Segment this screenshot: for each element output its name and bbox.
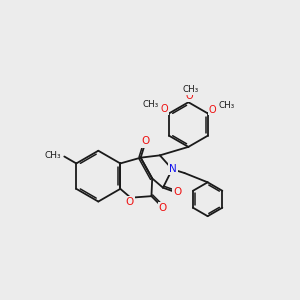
Text: CH₃: CH₃ [45, 151, 61, 160]
Text: O: O [159, 203, 167, 213]
Text: CH₃: CH₃ [218, 101, 234, 110]
Text: CH₃: CH₃ [183, 85, 199, 94]
Text: CH₃: CH₃ [143, 100, 159, 109]
Text: O: O [173, 187, 182, 197]
Text: O: O [186, 91, 194, 101]
Text: N: N [169, 164, 177, 174]
Text: O: O [160, 104, 168, 114]
Text: O: O [209, 104, 217, 115]
Text: O: O [141, 136, 149, 146]
Text: O: O [126, 196, 134, 206]
